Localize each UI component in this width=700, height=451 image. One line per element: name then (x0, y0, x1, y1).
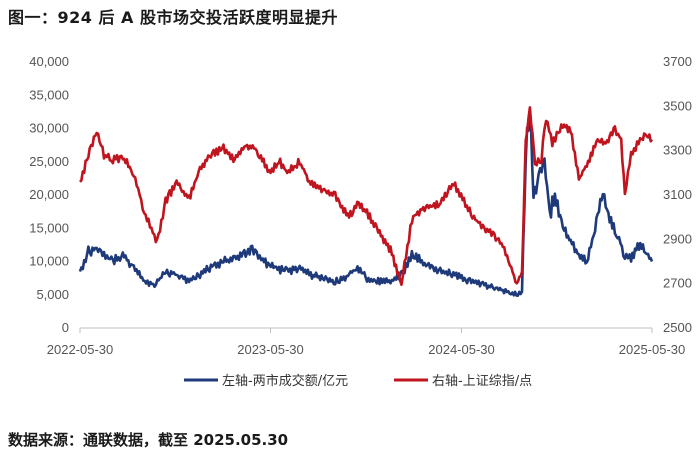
right-axis-tick-label: 3500 (663, 98, 692, 113)
axes-group: 0 5,000 10,000 15,000 20,000 25,000 30,000 35,0… (29, 54, 692, 357)
x-axis-tick-label: 2024-05-30 (428, 342, 495, 357)
series-line-turnover (78, 109, 654, 298)
left-axis-tick-label: 20,000 (29, 187, 69, 202)
x-axis-tick-label: 2025-05-30 (619, 342, 686, 357)
left-axis-tick-label: 25,000 (29, 154, 69, 169)
left-axis-tick-label: 30,000 (29, 121, 69, 136)
right-axis-tick-label: 2500 (663, 320, 692, 335)
series-group (78, 106, 654, 298)
x-axis-tick-label: 2022-05-30 (47, 342, 114, 357)
right-axis-tick-label: 3700 (663, 54, 692, 69)
chart-legend: 左轴-两市成交额/亿元 右轴-上证综指/点 (184, 373, 532, 389)
left-axis-tick-label: 0 (62, 320, 69, 335)
data-source-note: 数据来源：通联数据，截至 2025.05.30 (8, 431, 289, 449)
right-axis-tick-label: 2900 (663, 231, 692, 246)
left-axis-tick-label: 5,000 (36, 287, 69, 302)
left-axis-tick-label: 15,000 (29, 220, 69, 235)
left-axis-tick-label: 40,000 (29, 54, 69, 69)
legend-label: 左轴-两市成交额/亿元 (222, 373, 348, 389)
left-axis-tick-label: 35,000 (29, 87, 69, 102)
series-line-index (79, 106, 654, 287)
chart-title: 图一：924 后 A 股市场交投活跃度明显提升 (8, 8, 338, 27)
right-axis-tick-label: 2700 (663, 276, 692, 291)
x-axis-tick-label: 2023-05-30 (237, 342, 304, 357)
left-axis-tick-label: 10,000 (29, 254, 69, 269)
right-axis-tick-label: 3100 (663, 187, 692, 202)
legend-label: 右轴-上证综指/点 (432, 374, 532, 389)
right-axis-tick-label: 3300 (663, 143, 692, 158)
